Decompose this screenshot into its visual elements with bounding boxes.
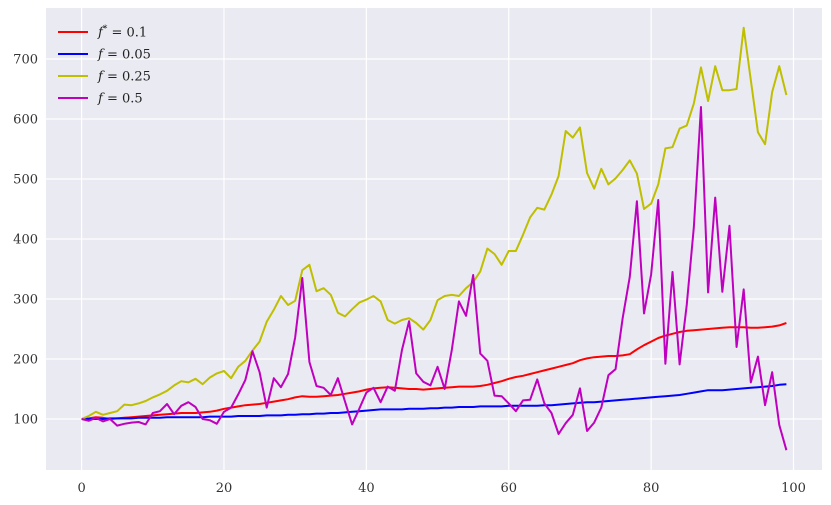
y-tick-label: 600 <box>13 113 38 128</box>
legend-label-1: f = 0.05 <box>97 48 151 63</box>
y-tick-label: 200 <box>13 353 38 368</box>
legend-label-3: f = 0.5 <box>97 92 143 107</box>
y-tick-label: 100 <box>13 413 38 428</box>
y-tick-label: 700 <box>13 53 38 68</box>
series-line-2 <box>81 26 788 420</box>
x-tick-label: 40 <box>358 481 375 496</box>
legend: f* = 0.1 f = 0.05 f = 0.25 f = 0.5 <box>58 25 151 107</box>
y-axis: 100 200 300 400 500 600 700 <box>13 53 38 428</box>
series-line-3 <box>81 106 788 451</box>
x-tick-label: 100 <box>781 481 806 496</box>
x-tick-label: 60 <box>500 481 517 496</box>
series-lines <box>81 26 788 451</box>
y-tick-label: 400 <box>13 233 38 248</box>
legend-label-2: f = 0.25 <box>97 70 151 85</box>
y-tick-label: 500 <box>13 173 38 188</box>
x-tick-label: 20 <box>216 481 233 496</box>
legend-label-0: f* = 0.1 <box>97 25 147 41</box>
x-tick-label: 80 <box>643 481 660 496</box>
series-line-1 <box>81 383 787 420</box>
x-tick-label: 0 <box>77 481 85 496</box>
y-tick-label: 300 <box>13 293 38 308</box>
x-axis: 0 20 40 60 80 100 <box>77 481 805 496</box>
